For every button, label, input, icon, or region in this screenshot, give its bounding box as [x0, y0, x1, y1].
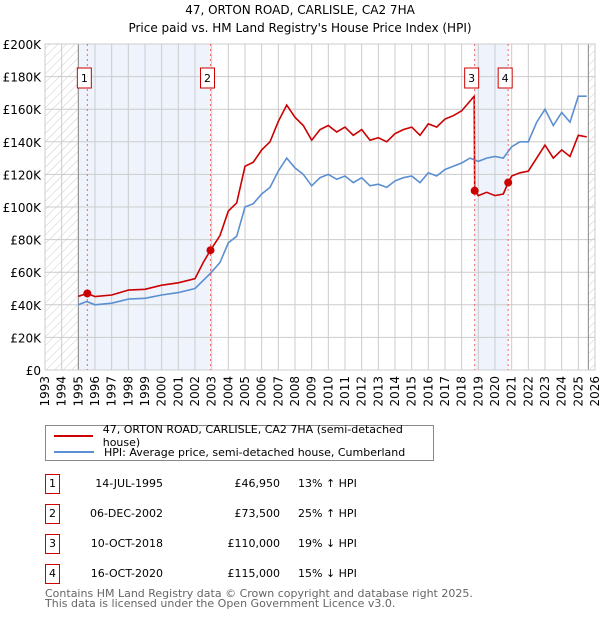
sale-label-box: [497, 67, 513, 89]
sale-label: 1: [81, 72, 88, 85]
legend-label: 47, ORTON ROAD, CARLISLE, CA2 7HA (semi-…: [102, 423, 403, 449]
x-tick-label: 2006: [255, 376, 269, 407]
x-tick-label: 2017: [438, 376, 452, 407]
sale-number: 4: [45, 564, 60, 584]
sale-label: 2: [204, 72, 211, 85]
sale-point: [83, 289, 92, 298]
y-tick-label: £20K: [10, 331, 42, 345]
x-tick-label: 1997: [105, 376, 119, 407]
sale-price: £73,500: [234, 507, 281, 520]
footer: Contains HM Land Registry data © Crown c…: [45, 587, 473, 610]
y-tick-label: £180K: [3, 71, 43, 85]
footer-line: Contains HM Land Registry data © Crown c…: [45, 587, 473, 600]
x-tick-label: 2013: [371, 376, 385, 407]
y-tick-label: £60K: [10, 266, 42, 280]
sale-point: [504, 178, 513, 187]
sale-price: £115,000: [227, 567, 281, 580]
y-tick-label: £80K: [10, 234, 42, 248]
sale-hpi-diff: 13% ↑ HPI: [298, 477, 357, 490]
x-tick-label: 2000: [155, 376, 169, 407]
legend: 47, ORTON ROAD, CARLISLE, CA2 7HA (semi-…: [45, 423, 434, 461]
table-row: 4 16-OCT-2020 £115,000 15% ↓ HPI: [45, 564, 445, 584]
y-tick-label: £0: [26, 364, 41, 378]
hpi-line-swatch: [54, 451, 94, 453]
y-tick-label: £120K: [3, 168, 43, 182]
sale-price: £110,000: [227, 537, 281, 550]
x-tick-label: 2009: [305, 376, 319, 407]
sale-label-box: [464, 67, 480, 89]
x-tick-label: 2019: [471, 376, 485, 407]
x-tick-label: 2018: [455, 376, 469, 407]
sale-date: 06-DEC-2002: [89, 507, 163, 520]
table-row: 1 14-JUL-1995 £46,950 13% ↑ HPI: [45, 474, 445, 494]
x-tick-label: 1998: [121, 376, 135, 407]
x-tick-label: 2003: [205, 376, 219, 407]
y-tick-label: £100K: [3, 201, 43, 215]
y-tick-label: £40K: [10, 299, 42, 313]
sale-point: [206, 246, 215, 255]
sale-label-box: [200, 67, 215, 89]
x-tick-label: 2026: [588, 376, 600, 407]
sale-point: [470, 186, 479, 195]
x-tick-label: 2007: [271, 376, 285, 407]
x-tick-label: 2002: [188, 376, 202, 407]
y-tick-label: £160K: [3, 103, 43, 117]
x-tick-label: 2015: [405, 376, 419, 407]
x-tick-label: 2022: [521, 376, 535, 407]
sale-label: 4: [502, 72, 509, 85]
x-tick-label: 2025: [571, 376, 585, 407]
x-tick-label: 1993: [38, 376, 52, 407]
chart-subtitle: Price paid vs. HM Land Registry's House …: [128, 21, 471, 35]
sale-price: £46,950: [234, 477, 281, 490]
x-tick-label: 2014: [388, 376, 402, 407]
x-tick-label: 2012: [355, 376, 369, 407]
x-tick-label: 1999: [138, 376, 152, 407]
y-tick-label: £140K: [3, 136, 43, 150]
x-tick-label: 2008: [288, 376, 302, 407]
table-row: 2 06-DEC-2002 £73,500 25% ↑ HPI: [45, 504, 445, 524]
x-tick-label: 2020: [488, 376, 502, 407]
x-tick-label: 1996: [88, 376, 102, 407]
sale-number: 3: [45, 534, 60, 554]
y-tick-label: £200K: [3, 38, 43, 52]
x-tick-label: 2004: [221, 376, 235, 407]
sale-date: 10-OCT-2018: [90, 537, 163, 550]
x-tick-label: 2024: [555, 376, 569, 407]
x-tick-label: 2011: [338, 376, 352, 407]
x-tick-label: 2016: [421, 376, 435, 407]
sale-hpi-diff: 19% ↓ HPI: [298, 537, 357, 550]
plot-border: [44, 43, 596, 371]
sale-number: 2: [45, 504, 60, 524]
chart-title: 47, ORTON ROAD, CARLISLE, CA2 7HA: [185, 3, 415, 17]
x-tick-label: 2021: [505, 376, 519, 407]
footer-line: This data is licensed under the Open Gov…: [45, 597, 396, 610]
x-tick-label: 1994: [55, 376, 69, 407]
legend-label: HPI: Average price, semi-detached house,…: [104, 445, 406, 459]
hpi-line: [78, 95, 587, 306]
x-tick-label: 2001: [171, 376, 185, 407]
legend-item-property: 47, ORTON ROAD, CARLISLE, CA2 7HA (semi-…: [54, 423, 433, 449]
x-tick-label: 1995: [71, 376, 85, 407]
sale-label-box: [76, 67, 92, 89]
sale-date: 16-OCT-2020: [90, 567, 163, 580]
sale-label: 3: [468, 72, 475, 85]
x-tick-label: 2010: [321, 376, 335, 407]
sale-number: 1: [45, 474, 60, 494]
sale-date: 14-JUL-1995: [95, 477, 163, 490]
table-row: 3 10-OCT-2018 £110,000 19% ↓ HPI: [45, 534, 445, 554]
x-tick-label: 2023: [538, 376, 552, 407]
sale-hpi-diff: 25% ↑ HPI: [298, 507, 357, 520]
legend-item-hpi: HPI: Average price, semi-detached house,…: [54, 444, 405, 460]
sale-hpi-diff: 15% ↓ HPI: [298, 567, 357, 580]
x-tick-label: 2005: [238, 376, 252, 407]
price-chart: 47, ORTON ROAD, CARLISLE, CA2 7HA Price …: [3, 3, 600, 407]
property-line-swatch: [54, 435, 93, 437]
